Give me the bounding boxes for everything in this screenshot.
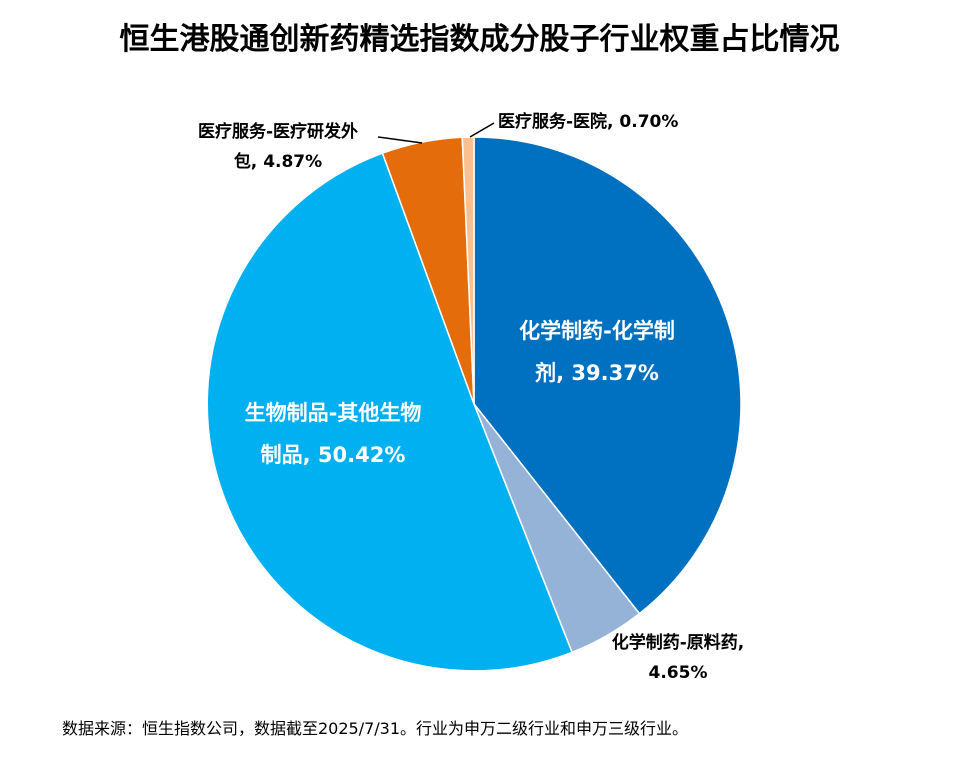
leader-line-5: [469, 122, 495, 138]
slice-label-4: 医疗服务-医疗研发外包, 4.87%: [198, 121, 358, 172]
slice-label-3: 生物制品-其他生物制品, 50.42%: [245, 401, 422, 467]
slice-label-2: 化学制药-原料药, 4.65%: [612, 632, 745, 683]
chart-title: 恒生港股通创新药精选指数成分股子行业权重占比情况: [119, 22, 840, 57]
pie-slices: [206, 136, 742, 672]
leader-line-4: [377, 136, 423, 144]
pie-slice-3: [206, 152, 574, 672]
slice-label-1: 化学制药-化学制剂, 39.37%: [519, 319, 675, 385]
slice-label-5: 医疗服务-医院, 0.70%: [498, 111, 678, 132]
source-note: 数据来源：恒生指数公司，数据截至2025/7/31。行业为申万二级行业和申万三级…: [62, 719, 689, 738]
pie-slice-5: [461, 136, 475, 405]
pie-slice-1: [473, 136, 742, 615]
leader-lines: [377, 122, 495, 144]
pie-labels: 化学制药-化学制剂, 39.37% 化学制药-原料药, 4.65% 生物制品-其他生物…: [198, 111, 744, 683]
